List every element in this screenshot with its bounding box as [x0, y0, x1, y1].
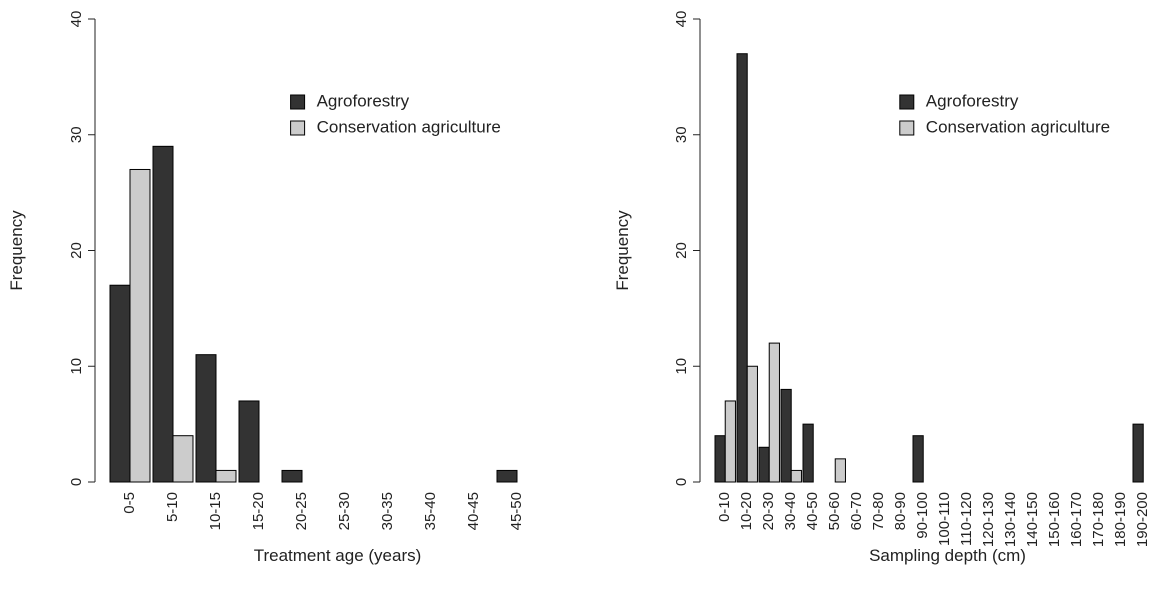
bar	[758, 446, 770, 483]
bar	[496, 469, 518, 483]
x-tick-label: 90-100	[914, 492, 931, 539]
x-tick-label: 160-170	[1068, 492, 1085, 547]
y-tick-label: 40	[673, 11, 690, 28]
bar	[724, 400, 736, 483]
bar	[768, 342, 780, 483]
y-axis-label: Frequency	[613, 210, 632, 291]
y-tick-label: 30	[673, 126, 690, 143]
legend-label: Conservation agriculture	[317, 117, 501, 136]
y-axis-label: Frequency	[7, 210, 26, 291]
legend-label: Agroforestry	[926, 91, 1019, 110]
x-tick-label: 40-50	[804, 492, 821, 530]
x-tick-label: 180-190	[1112, 492, 1129, 547]
legend-swatch	[290, 120, 306, 136]
bar	[109, 284, 131, 483]
x-tick-label: 15-20	[250, 492, 267, 530]
legend-label: Conservation agriculture	[926, 117, 1110, 136]
x-tick-label: 0-10	[716, 492, 733, 522]
bar	[714, 435, 726, 483]
x-tick-label: 190-200	[1134, 492, 1151, 547]
x-tick-label: 170-180	[1090, 492, 1107, 547]
legend-label: Agroforestry	[317, 91, 410, 110]
x-tick-label: 110-120	[958, 492, 975, 546]
bar	[195, 354, 217, 483]
x-axis-label: Treatment age (years)	[254, 546, 422, 565]
x-tick-label: 140-150	[1024, 492, 1041, 547]
bar	[912, 435, 924, 483]
x-tick-label: 100-110	[936, 492, 953, 546]
x-tick-label: 60-70	[848, 492, 865, 530]
bar	[746, 365, 758, 483]
x-axis-label: Sampling depth (cm)	[869, 546, 1026, 565]
x-tick-label: 80-90	[892, 492, 909, 530]
x-tick-label: 5-10	[164, 492, 181, 522]
bar	[172, 435, 194, 483]
bar	[802, 423, 814, 483]
bar	[736, 53, 748, 483]
x-tick-label: 35-40	[422, 492, 439, 530]
bar	[129, 168, 151, 483]
bar	[780, 388, 792, 483]
x-tick-label: 120-130	[980, 492, 997, 547]
y-tick-label: 40	[68, 11, 85, 28]
y-tick-label: 30	[68, 126, 85, 143]
legend-swatch	[899, 120, 915, 136]
x-tick-label: 150-160	[1046, 492, 1063, 547]
x-tick-label: 45-50	[508, 492, 525, 530]
bar	[238, 400, 260, 483]
x-tick-label: 30-35	[379, 492, 396, 530]
y-tick-label: 20	[673, 242, 690, 259]
x-tick-label: 50-60	[826, 492, 843, 530]
bar	[152, 145, 174, 483]
y-tick-label: 10	[68, 358, 85, 375]
y-tick-label: 0	[673, 478, 690, 486]
x-tick-label: 0-5	[121, 492, 138, 514]
x-tick-label: 10-15	[207, 492, 224, 530]
bar	[215, 469, 237, 483]
x-tick-label: 10-20	[738, 492, 755, 530]
bar	[790, 469, 802, 483]
bar	[281, 469, 303, 483]
legend-swatch	[290, 94, 306, 110]
legend-swatch	[899, 94, 915, 110]
x-tick-label: 20-30	[760, 492, 777, 530]
bar	[834, 458, 846, 483]
y-tick-label: 20	[68, 242, 85, 259]
y-tick-label: 10	[673, 358, 690, 375]
x-tick-label: 70-80	[870, 492, 887, 530]
x-tick-label: 20-25	[293, 492, 310, 530]
x-tick-label: 30-40	[782, 492, 799, 530]
x-tick-label: 130-140	[1002, 492, 1019, 547]
bar	[1132, 423, 1144, 483]
x-tick-label: 40-45	[465, 492, 482, 530]
y-tick-label: 0	[68, 478, 85, 486]
x-tick-label: 25-30	[336, 492, 353, 530]
